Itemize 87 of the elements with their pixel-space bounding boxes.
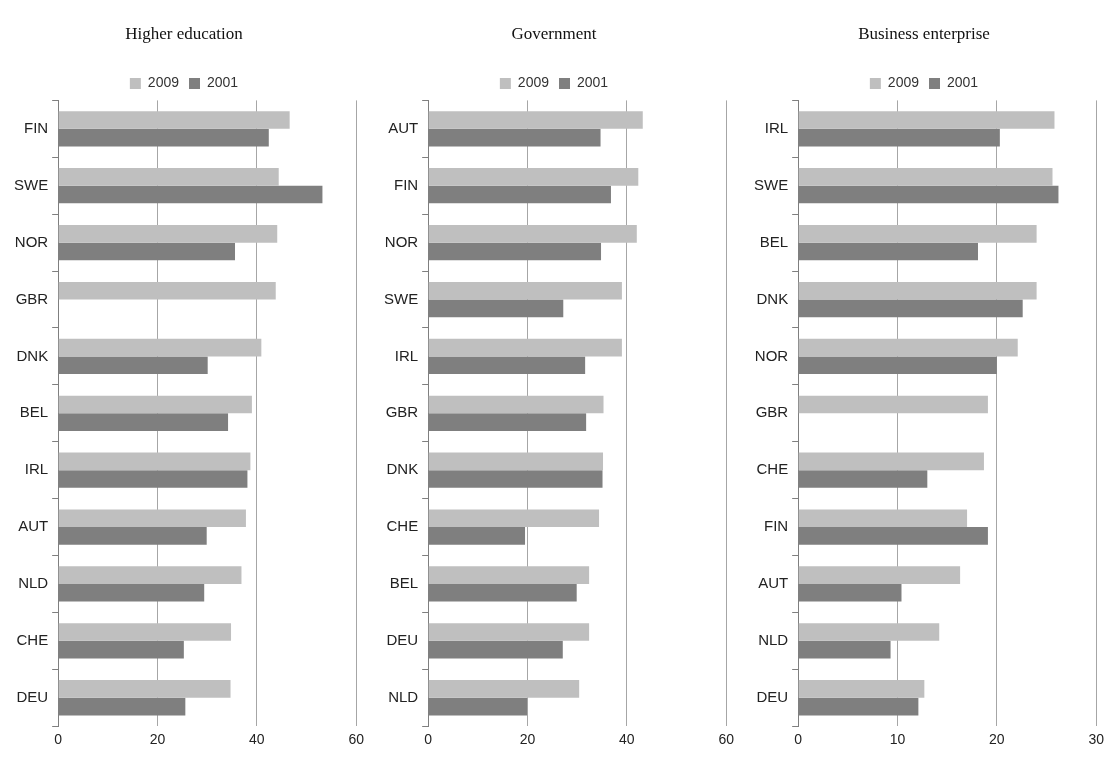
x-tick-label: 0: [424, 731, 433, 748]
bar: [58, 224, 278, 243]
y-tick-label: AUT: [18, 517, 49, 535]
y-tick-label: CHE: [386, 517, 419, 535]
legend-label: 2001: [577, 74, 609, 91]
y-tick-label: NOR: [14, 232, 49, 250]
bar: [58, 452, 251, 471]
bar: [58, 623, 232, 641]
bar: [798, 224, 1037, 243]
y-tick-label: NOR: [384, 232, 419, 250]
bar: [798, 111, 1055, 129]
bar: [428, 224, 637, 243]
chart-title: Business enterprise: [858, 23, 990, 43]
bar: [428, 566, 590, 584]
bar: [58, 509, 246, 528]
bar: [428, 623, 590, 641]
y-tick-label: FIN: [394, 175, 419, 193]
y-tick-label: CHE: [756, 460, 789, 478]
x-tick-label: 20: [149, 731, 166, 748]
x-tick-label: 60: [718, 731, 735, 748]
x-tick-label: 40: [619, 731, 635, 748]
chart-title: Government: [511, 23, 597, 43]
y-tick-label: IRL: [24, 460, 49, 478]
legend-label: 2001: [947, 74, 979, 91]
bar: [428, 111, 643, 129]
bar: [58, 395, 252, 414]
y-tick-label: GBR: [755, 403, 789, 421]
y-tick-label: NOR: [754, 346, 789, 364]
y-tick-label: AUT: [388, 118, 419, 136]
y-tick-label: CHE: [16, 631, 49, 648]
y-tick-label: BEL: [19, 403, 49, 421]
y-tick-label: SWE: [384, 289, 419, 307]
bar: [428, 338, 622, 357]
legend-label: 2009: [147, 74, 180, 91]
legend-label: 2009: [887, 74, 920, 91]
bar: [58, 566, 242, 584]
y-tick-label: DNK: [756, 289, 789, 307]
y-tick-label: SWE: [754, 175, 789, 193]
x-tick-label: 0: [794, 731, 803, 748]
bar: [798, 509, 968, 528]
y-tick-label: NLD: [758, 631, 789, 648]
bar: [58, 680, 231, 698]
bar: [428, 509, 600, 528]
x-tick-label: 0: [54, 731, 63, 748]
y-tick-label: IRL: [394, 346, 419, 364]
x-tick-label: 30: [1088, 731, 1105, 748]
bar: [428, 281, 622, 300]
legend-label: 2001: [207, 74, 239, 91]
y-tick-label: DEU: [16, 687, 49, 705]
y-tick-label: DNK: [16, 346, 49, 364]
x-tick-label: 10: [889, 731, 906, 748]
bar: [58, 111, 290, 129]
bar: [798, 680, 925, 698]
bar: [428, 680, 580, 698]
bar: [798, 281, 1037, 300]
bar: [798, 566, 961, 584]
y-tick-label: FIN: [764, 517, 789, 535]
y-tick-label: DEU: [756, 687, 789, 705]
y-tick-label: BEL: [759, 232, 789, 250]
bar: [798, 623, 940, 641]
chart-title: Higher education: [125, 23, 244, 43]
y-tick-label: FIN: [24, 118, 49, 136]
y-tick-label: AUT: [758, 574, 789, 592]
y-tick-label: GBR: [385, 403, 419, 421]
y-tick-label: NLD: [388, 687, 419, 705]
bar: [428, 452, 604, 471]
y-tick-label: BEL: [389, 574, 419, 592]
bar: [798, 395, 988, 414]
legend-label: 2009: [517, 74, 550, 91]
x-tick-label: 20: [519, 731, 536, 748]
y-tick-label: IRL: [764, 118, 789, 136]
bar: [798, 338, 1018, 357]
y-tick-label: DEU: [386, 631, 419, 648]
x-tick-label: 60: [348, 731, 365, 748]
bar: [798, 452, 984, 471]
y-tick-label: SWE: [14, 175, 49, 193]
bar: [58, 281, 276, 300]
bar: [58, 168, 279, 186]
x-tick-label: 40: [249, 731, 265, 748]
bar: [58, 338, 262, 357]
bar: [428, 168, 639, 186]
x-tick-label: 20: [989, 731, 1005, 748]
y-tick-label: NLD: [18, 574, 49, 592]
y-tick-label: DNK: [386, 460, 419, 478]
bar: [428, 395, 604, 414]
bar: [798, 168, 1053, 186]
y-tick-label: GBR: [15, 289, 49, 307]
